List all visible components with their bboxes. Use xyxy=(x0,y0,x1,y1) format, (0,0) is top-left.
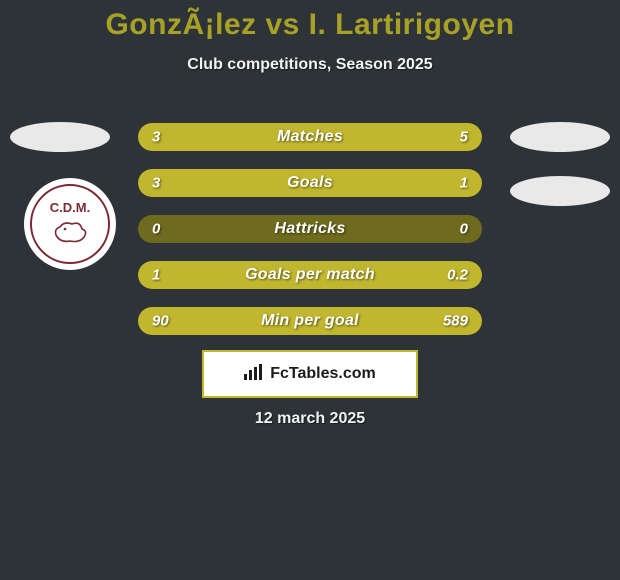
club-badge-inner: C.D.M. xyxy=(30,184,110,264)
bar-chart-icon xyxy=(244,364,264,385)
player-right-placeholder-2 xyxy=(510,176,610,206)
subtitle: Club competitions, Season 2025 xyxy=(0,56,620,74)
footer-date: 12 march 2025 xyxy=(0,410,620,428)
bar-label: Goals xyxy=(138,174,482,192)
club-badge: C.D.M. xyxy=(24,178,116,270)
stat-bar: 31Goals xyxy=(138,169,482,197)
player-left-placeholder xyxy=(10,122,110,152)
comparison-card: GonzÃ¡lez vs I. Lartirigoyen Club compet… xyxy=(0,0,620,580)
branding-text: FcTables.com xyxy=(270,365,376,383)
player-right-placeholder-1 xyxy=(510,122,610,152)
club-badge-icon xyxy=(50,215,90,249)
stat-bars: 35Matches 31Goals 00Hattricks 10.2Goals per… xyxy=(138,123,482,353)
bar-label: Matches xyxy=(138,128,482,146)
stat-bar: 10.2Goals per match xyxy=(138,261,482,289)
bar-label: Min per goal xyxy=(138,312,482,330)
branding-box[interactable]: FcTables.com xyxy=(202,350,418,398)
page-title: GonzÃ¡lez vs I. Lartirigoyen xyxy=(0,0,620,42)
stat-bar: 35Matches xyxy=(138,123,482,151)
club-badge-letters: C.D.M. xyxy=(50,200,90,215)
stat-bar: 00Hattricks xyxy=(138,215,482,243)
bar-label: Goals per match xyxy=(138,266,482,284)
stat-bar: 90589Min per goal xyxy=(138,307,482,335)
bar-label: Hattricks xyxy=(138,220,482,238)
